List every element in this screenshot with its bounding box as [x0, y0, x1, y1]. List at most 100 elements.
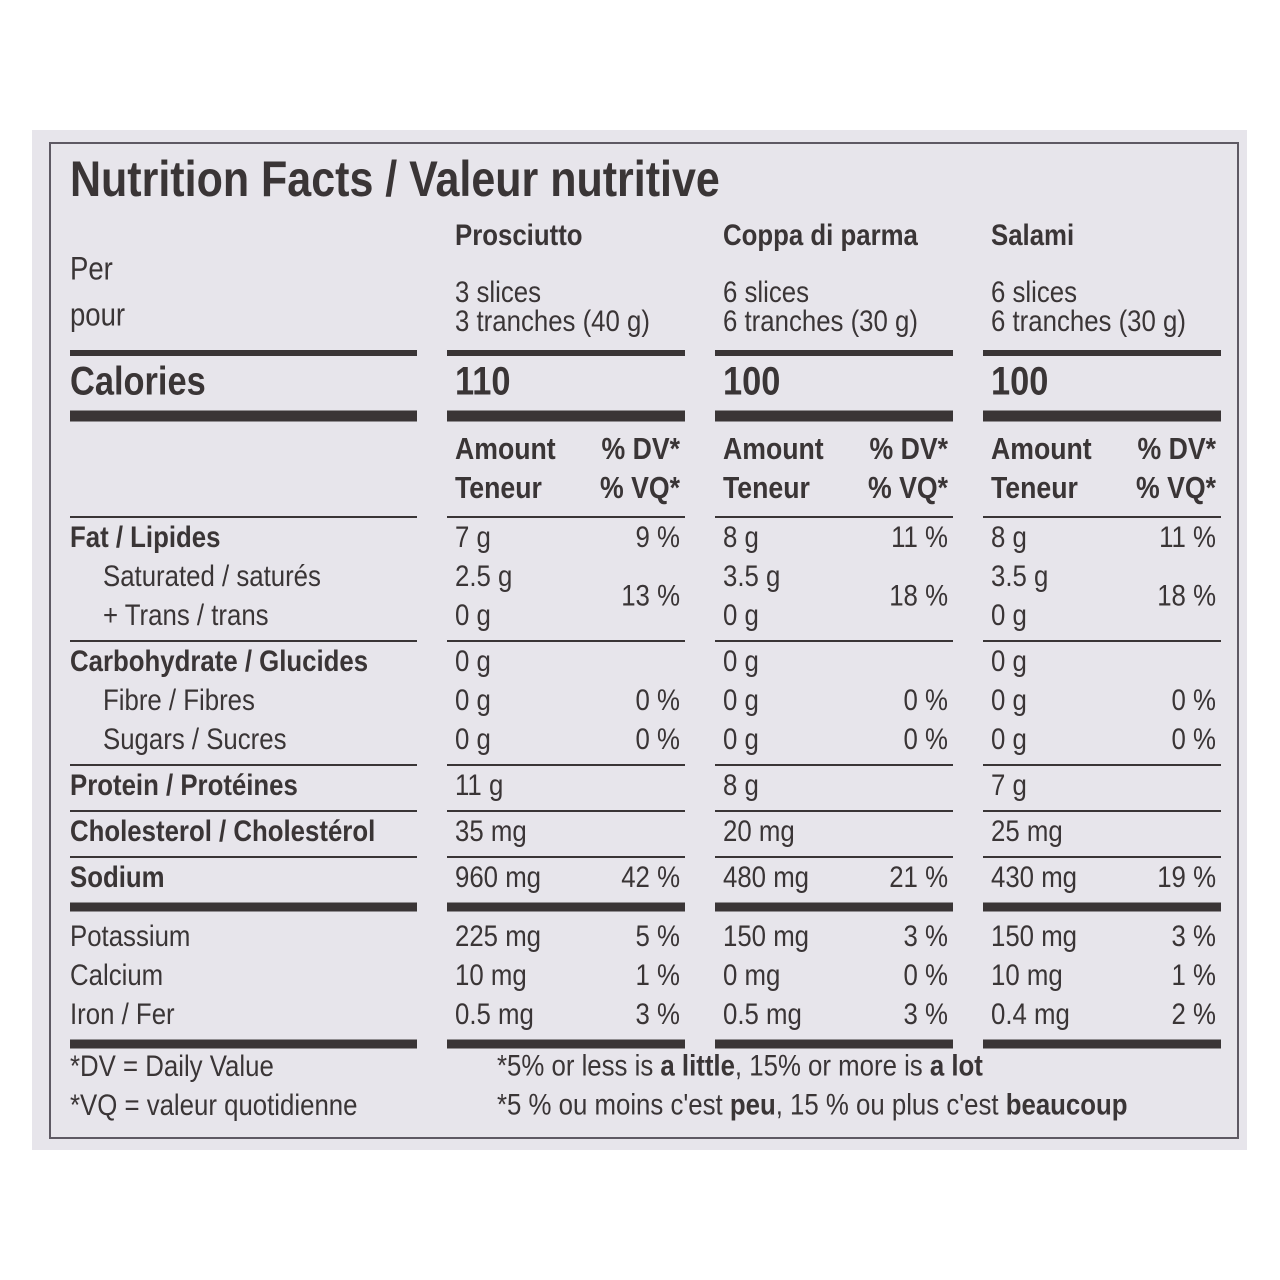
calories-value: 110 [455, 358, 510, 403]
calories-value: 100 [723, 358, 780, 403]
nutrient-amount: 225 mg [455, 919, 541, 952]
nutrient-dv: 21 % [889, 860, 948, 893]
footnote-segment: *5% or less is [497, 1049, 660, 1082]
nutrient-amount: 8 g [723, 520, 759, 553]
nutrient-dv: 2 % [1172, 997, 1216, 1030]
serving-size: 3 tranches (40 g) [455, 304, 650, 337]
rule [70, 410, 417, 422]
rule [715, 640, 953, 642]
serving-size: 6 slices [991, 275, 1077, 308]
rule [983, 902, 1221, 912]
rule [715, 350, 953, 356]
nutrient-dv: 19 % [1157, 860, 1216, 893]
per-label: Per [70, 252, 113, 287]
footnote-segment: , 15 % ou plus c'est [776, 1088, 1006, 1121]
nutrient-dv: 1 % [636, 958, 680, 991]
nutrient-amount: 0.4 mg [991, 997, 1070, 1030]
nutrient-label: Fat / Lipides [70, 520, 220, 553]
rule [70, 810, 417, 812]
rule [983, 640, 1221, 642]
rule [447, 764, 685, 766]
serving-size: 6 slices [723, 275, 809, 308]
nutrient-dv: 0 % [904, 958, 948, 991]
dv-header: % VQ* [868, 471, 949, 505]
nutrient-amount: 2.5 g [455, 559, 512, 592]
nutrient-amount: 960 mg [455, 860, 541, 893]
rule [447, 516, 685, 518]
rule [447, 640, 685, 642]
rule [983, 516, 1221, 518]
footnote-segment: a lot [930, 1049, 983, 1082]
footnote-segment: beaucoup [1006, 1088, 1128, 1121]
nutrient-amount: 8 g [723, 768, 759, 801]
nutrient-dv: 9 % [636, 520, 680, 553]
nutrient-amount: 0 g [991, 722, 1027, 755]
nutrient-dv: 0 % [636, 683, 680, 716]
nutrient-amount: 430 mg [991, 860, 1077, 893]
nutrient-dv: 3 % [636, 997, 680, 1030]
rule [715, 1039, 953, 1049]
nutrient-amount: 0.5 mg [723, 997, 802, 1030]
rule [983, 810, 1221, 812]
rule [983, 764, 1221, 766]
nutrient-label: Protein / Protéines [70, 768, 298, 801]
serving-size: 6 tranches (30 g) [991, 304, 1186, 337]
nutrient-amount: 0 g [723, 598, 759, 631]
nutrient-label: Fibre / Fibres [103, 683, 255, 716]
nutrient-amount: 7 g [455, 520, 491, 553]
footnote-segment: peu [730, 1088, 776, 1121]
footnote: *5% or less is a little, 15% or more is … [497, 1049, 983, 1082]
dv-header: % DV* [869, 432, 948, 466]
nutrient-amount: 0 g [455, 722, 491, 755]
nutrient-dv: 0 % [636, 722, 680, 755]
rule [447, 856, 685, 858]
nutrient-dv: 0 % [904, 683, 948, 716]
nutrient-amount: 3.5 g [991, 559, 1048, 592]
calories-label: Calories [70, 358, 206, 403]
nutrient-dv: 5 % [636, 919, 680, 952]
rule [70, 1039, 417, 1049]
nutrient-dv: 0 % [904, 722, 948, 755]
nutrient-amount: 0 mg [723, 958, 780, 991]
nutrient-dv: 0 % [1172, 683, 1216, 716]
nutrient-amount: 0 g [455, 598, 491, 631]
nutrient-dv: 3 % [904, 919, 948, 952]
nutrient-amount: 10 mg [991, 958, 1063, 991]
dv-header: % VQ* [600, 471, 681, 505]
nutrient-amount: 10 mg [455, 958, 527, 991]
rule [447, 1039, 685, 1049]
rule [70, 764, 417, 766]
rule [70, 640, 417, 642]
per-label: pour [70, 298, 125, 333]
footnote-segment: a little [660, 1049, 735, 1082]
nutrient-amount: 0 g [991, 598, 1027, 631]
product-name: Salami [991, 218, 1074, 251]
rule [447, 902, 685, 912]
rule [447, 410, 685, 422]
label-border [49, 142, 1239, 1139]
serving-size: 6 tranches (30 g) [723, 304, 918, 337]
nutrient-amount: 0 g [723, 683, 759, 716]
nutrient-amount: 35 mg [455, 814, 527, 847]
rule [447, 810, 685, 812]
dv-header: % VQ* [1136, 471, 1217, 505]
rule [983, 410, 1221, 422]
nutrient-dv: 3 % [904, 997, 948, 1030]
nutrient-amount: 25 mg [991, 814, 1063, 847]
rule [983, 1039, 1221, 1049]
nutrient-amount: 20 mg [723, 814, 795, 847]
nutrient-amount: 150 mg [723, 919, 809, 952]
nutrient-amount: 150 mg [991, 919, 1077, 952]
nutrient-amount: 0.5 mg [455, 997, 534, 1030]
nutrient-amount: 3.5 g [723, 559, 780, 592]
nutrient-label: Potassium [70, 919, 190, 952]
nutrient-dv: 42 % [621, 860, 680, 893]
calories-value: 100 [991, 358, 1048, 403]
nutrient-amount: 0 g [455, 644, 491, 677]
rule [447, 350, 685, 356]
nutrient-dv: 11 % [1159, 520, 1216, 553]
rule [715, 764, 953, 766]
footnote: *DV = Daily Value [70, 1049, 274, 1082]
